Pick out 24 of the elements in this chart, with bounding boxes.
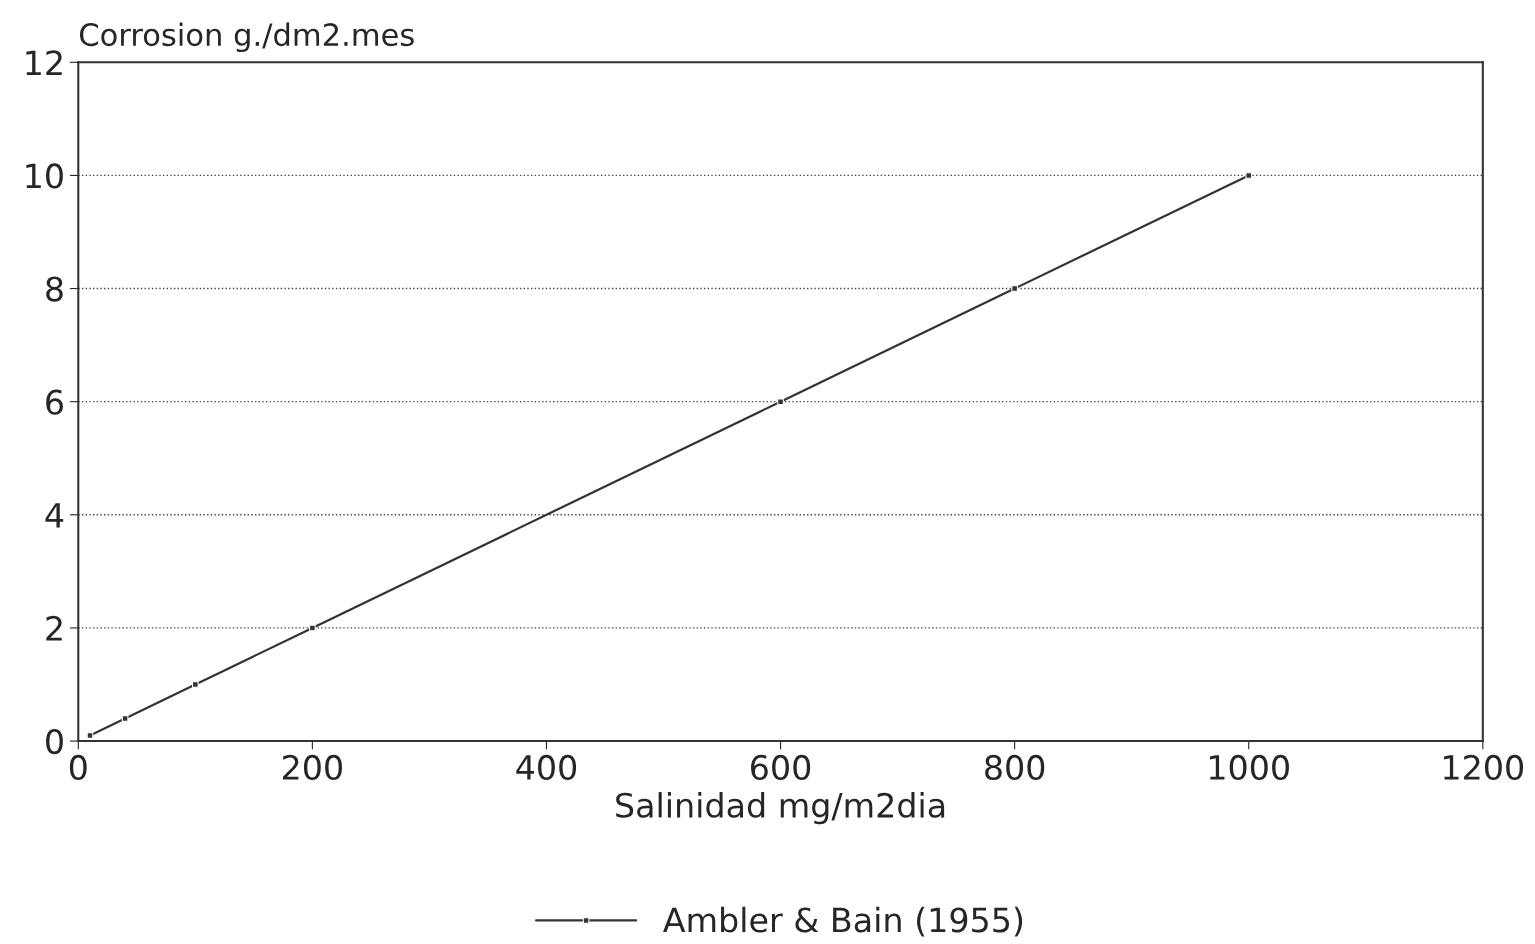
x-tick-label: 0 [69,754,87,781]
y-tick-label: 8 [46,276,63,302]
legend-label: Ambler & Bain (1955) [663,906,1023,937]
x-tick-label: 1200 [1444,754,1524,781]
x-tick-label: 600 [751,754,811,781]
point [777,398,784,405]
point [121,715,129,722]
y-tick-label: 12 [26,50,62,75]
y-tick-label: 2 [46,615,62,641]
point [1011,285,1018,292]
x-tick-label: 800 [985,754,1045,781]
x-tick-label: 200 [283,754,342,781]
x-tick-label: 400 [516,754,577,781]
x-axis-title: Salinidad mg/m2dia [616,792,945,825]
x-tick-label: 1000 [1209,754,1289,781]
point [1245,172,1253,179]
point [192,681,199,688]
y-tick-label: 6 [46,389,63,415]
y-axis-title: Corrosion g./dm2.mes [80,22,414,53]
point [309,624,316,632]
y-tick-label: 0 [46,728,63,755]
y-tick-label: 4 [45,503,64,528]
y-tick-label: 10 [26,163,63,189]
point [86,732,94,739]
